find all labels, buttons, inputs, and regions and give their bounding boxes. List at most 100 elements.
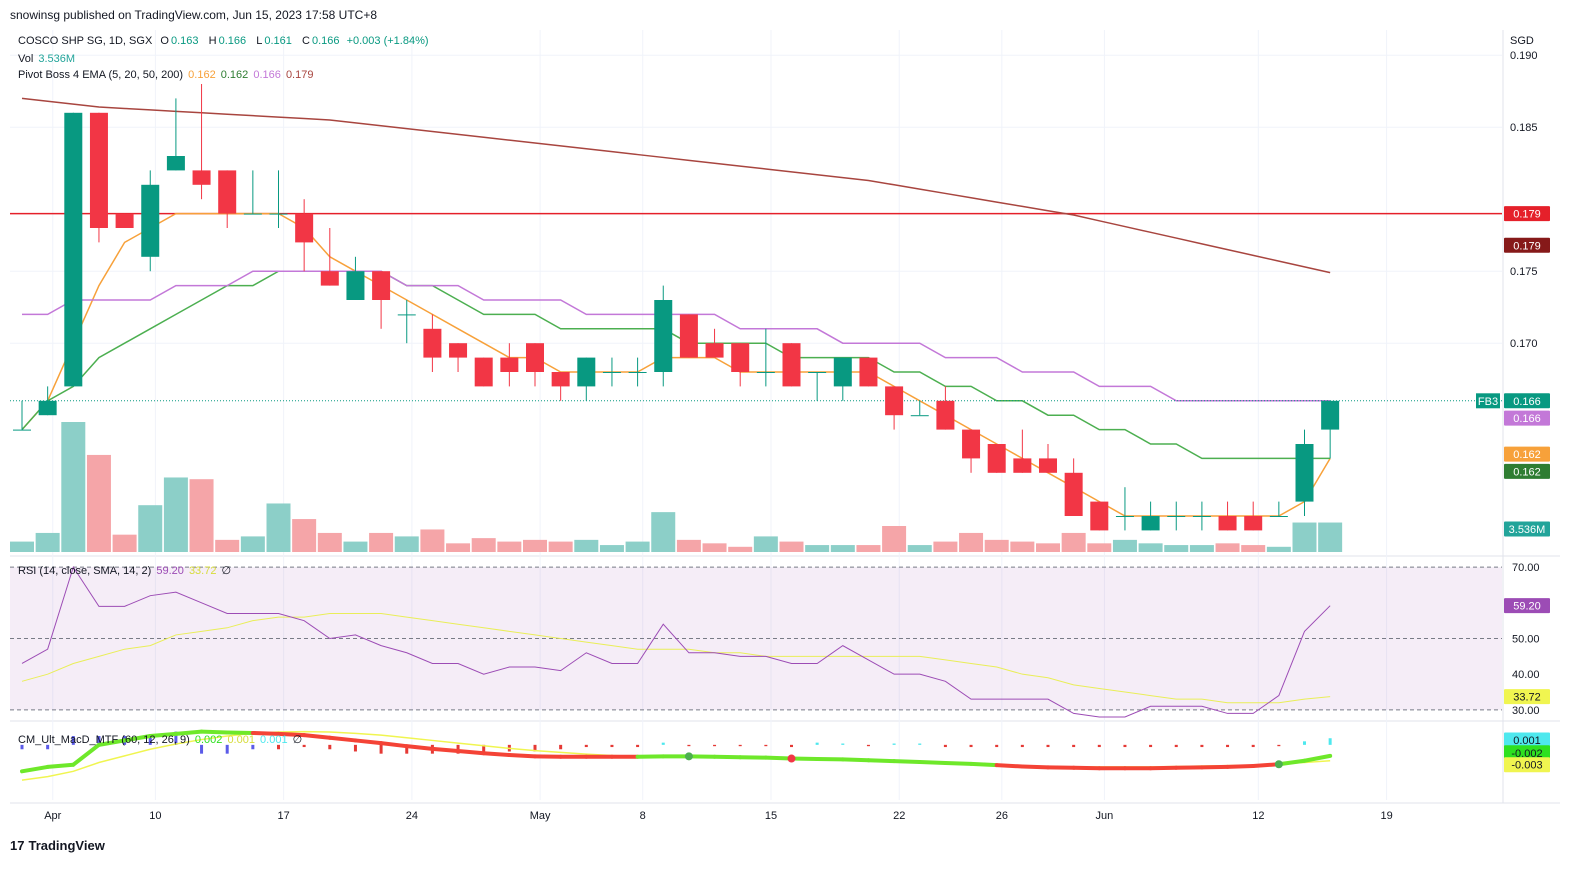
candle-body [1039, 458, 1057, 473]
candle-body [423, 328, 442, 358]
macd-line-segment [840, 757, 871, 763]
price-tag-bg [1504, 410, 1550, 426]
volume-bar [1087, 543, 1112, 552]
macd-line-segment [250, 730, 281, 736]
macd-cross-dot [787, 754, 796, 763]
close-tag: FB3 [1478, 396, 1498, 408]
candle-body [679, 314, 698, 358]
ema-line-4 [21, 97, 1331, 274]
candle-body [13, 429, 31, 431]
macd-histogram-bar [225, 744, 229, 754]
price-tag-bg [1504, 446, 1550, 462]
volume-bar [10, 541, 34, 552]
ema-line-2 [21, 270, 1331, 460]
macd-histogram-bar [815, 742, 819, 745]
rsi-tag-bg [1504, 598, 1550, 614]
volume-bar [292, 519, 317, 552]
volume-bar [35, 532, 60, 552]
macd-line-segment [1020, 764, 1050, 770]
macd-histogram-bar [1020, 744, 1024, 748]
volume-bar [1061, 532, 1086, 552]
price-tag: 0.179 [1513, 240, 1541, 252]
candle-body [397, 314, 416, 316]
volume-value: 3.536M [38, 53, 76, 65]
candle-body [1167, 516, 1186, 517]
macd-histogram-bar [379, 744, 383, 754]
candle-body [218, 170, 237, 214]
price-tag-bg [1504, 463, 1550, 479]
rsi-tick-label: 70.00 [1512, 562, 1540, 574]
candle-body [1115, 516, 1134, 517]
macd-label[interactable]: CM_Ult_MacD_MTF (60, 12, 26, 9) [18, 734, 190, 746]
macd-line-segment [969, 761, 999, 768]
volume-bar [523, 539, 547, 552]
macd-line-segment [917, 760, 948, 765]
macd-histogram-bar [892, 743, 896, 745]
rsi-tag-bg [1504, 689, 1550, 705]
macd-line-segment [379, 741, 409, 749]
macd-histogram-bar [1097, 744, 1101, 748]
low-value: 0.161 [264, 35, 292, 47]
volume-bar [625, 541, 650, 552]
rsi-label[interactable]: RSI (14, close, SMA, 14, 2) [18, 565, 152, 577]
macd-histogram-bar [866, 744, 870, 747]
macd-value-c: 0.001 [260, 734, 288, 746]
candle-body [1013, 458, 1032, 473]
macd-line-segment [1225, 764, 1256, 769]
symbol-label[interactable]: COSCO SHP SG, 1D, SGX [18, 35, 153, 47]
volume-bar [138, 505, 163, 552]
time-tick-label: Apr [44, 810, 61, 822]
volume-bar [1266, 546, 1291, 552]
time-tick-label: 24 [406, 810, 418, 822]
candle-body [1141, 516, 1160, 531]
time-tick-label: 19 [1380, 810, 1392, 822]
price-tag: 3.536M [1509, 524, 1546, 536]
currency-label: SGD [1510, 35, 1534, 47]
price-tag: 0.179 [1513, 209, 1541, 221]
candle-body [1269, 516, 1288, 517]
macd-line-segment [353, 738, 384, 746]
candle-body [577, 357, 596, 387]
candle-body [320, 271, 339, 286]
macd-line-segment [20, 764, 50, 774]
candle-body [705, 343, 724, 358]
macd-line-segment [763, 755, 794, 761]
macd-tag: -0.003 [1511, 760, 1542, 772]
candle-body [243, 213, 262, 215]
macd-histogram-bar [328, 744, 332, 750]
candle-body [372, 271, 391, 300]
volume-legend: Vol 3.536M [18, 53, 77, 65]
ema-label[interactable]: Pivot Boss 4 EMA (5, 20, 50, 200) [18, 69, 184, 81]
volume-bar [394, 536, 419, 552]
macd-histogram-bar [46, 744, 50, 750]
macd-value-a: 0.002 [194, 734, 223, 746]
tradingview-logo[interactable]: 17 TradingView [10, 838, 105, 853]
volume-bar [574, 539, 599, 552]
price-tick-label: 0.190 [1510, 50, 1538, 62]
time-tick-label: 8 [640, 810, 646, 822]
candle-body [987, 444, 1006, 473]
rsi-tick-label: 40.00 [1512, 669, 1540, 681]
macd-histogram-bar [1072, 744, 1076, 748]
time-tick-label: Jun [1096, 810, 1114, 822]
macd-line-segment [71, 742, 101, 767]
candle-body [1321, 400, 1340, 430]
price-tick-label: 0.175 [1510, 266, 1538, 278]
macd-line-segment [481, 751, 512, 757]
rsi-value: 59.20 [156, 565, 184, 577]
macd-histogram-bar [1328, 738, 1332, 745]
macd-line-segment [892, 759, 922, 765]
volume-bar [343, 541, 368, 552]
candle-body [551, 372, 570, 387]
macd-histogram-bar [918, 743, 922, 745]
candle-body [1218, 516, 1237, 531]
time-tick-label: 26 [996, 810, 1008, 822]
volume-bar [1036, 543, 1060, 552]
volume-bar [189, 479, 214, 552]
candle-body [166, 156, 185, 171]
candle-body [474, 357, 493, 387]
volume-bar [933, 541, 958, 552]
time-tick-label: 17 [278, 810, 290, 822]
macd-tag-bg [1504, 745, 1550, 761]
